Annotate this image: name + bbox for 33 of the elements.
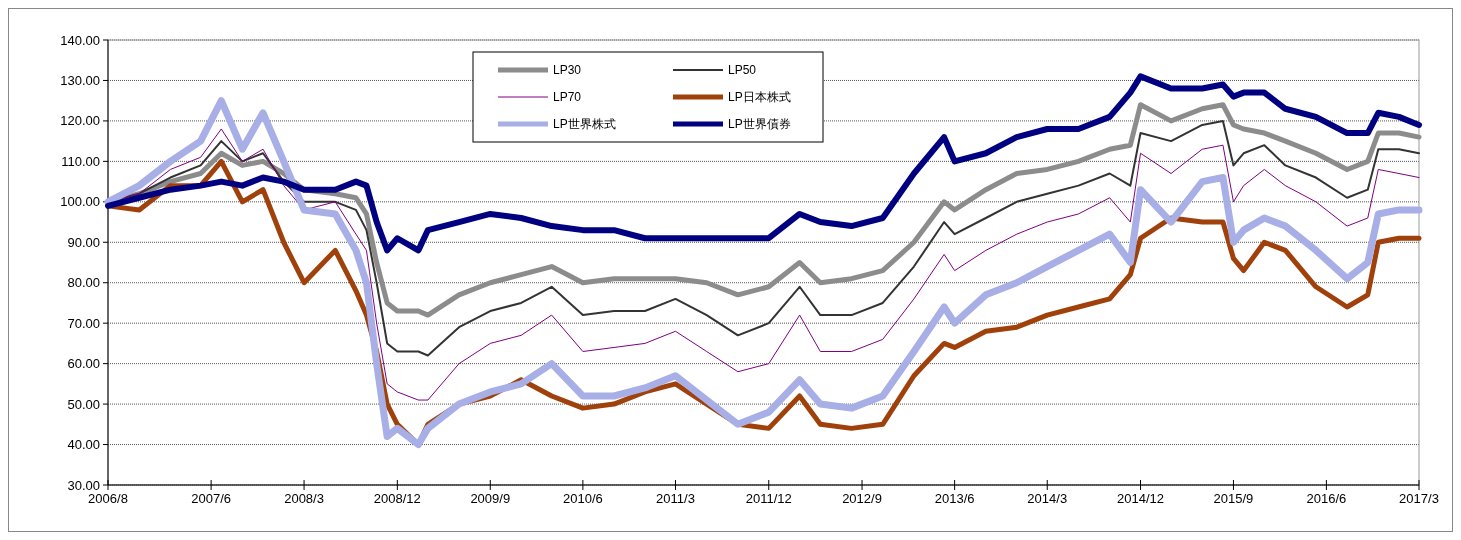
- legend-label: LP50: [728, 63, 757, 78]
- x-tick-label: 2017/3: [1399, 491, 1439, 506]
- legend-label: LP日本株式: [728, 90, 791, 105]
- x-tick-label: 2010/6: [562, 491, 603, 506]
- x-tick-label: 2011/3: [656, 491, 695, 506]
- y-tick-label: 100.00: [60, 194, 100, 210]
- y-tick-label: 130.00: [60, 73, 100, 88]
- x-tick-label: 2009/9: [470, 491, 511, 506]
- y-tick-label: 110.00: [61, 153, 100, 169]
- y-tick-label: 70.00: [67, 315, 100, 331]
- legend-label: LP世界株式: [553, 117, 616, 132]
- x-tick-label: 2013/6: [934, 491, 975, 506]
- y-tick-label: 50.00: [67, 396, 100, 412]
- y-tick-label: 90.00: [67, 234, 100, 250]
- y-tick-label: 60.00: [67, 356, 100, 372]
- x-tick-label: 2012/9: [842, 491, 882, 506]
- x-tick-label: 2016/6: [1306, 491, 1347, 506]
- x-tick-label: 2011/12: [745, 491, 792, 506]
- legend-label: LP30: [553, 63, 582, 78]
- x-tick-label: 2015/9: [1213, 491, 1254, 506]
- x-tick-label: 2014/12: [1117, 491, 1165, 506]
- x-tick-label: 2008/3: [284, 491, 324, 506]
- legend-label: LP世界債券: [728, 117, 791, 132]
- y-tick-label: 30.00: [67, 477, 100, 493]
- x-tick-label: 2008/12: [373, 491, 421, 506]
- x-tick-label: 2006/8: [88, 491, 128, 506]
- legend-label: LP70: [553, 90, 582, 105]
- x-tick-label: 2014/3: [1027, 491, 1068, 506]
- x-tick-label: 2007/6: [191, 491, 231, 506]
- y-tick-label: 40.00: [67, 437, 100, 453]
- y-tick-label: 80.00: [67, 275, 100, 291]
- y-tick-label: 120.00: [60, 113, 100, 129]
- y-tick-label: 140.00: [60, 32, 100, 48]
